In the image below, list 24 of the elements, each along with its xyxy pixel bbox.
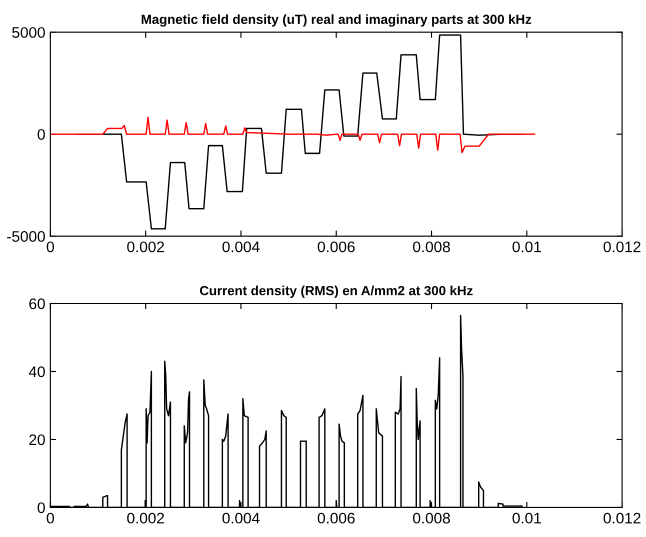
y-tick-label: 40 xyxy=(28,366,45,378)
x-tick-label: 0.01 xyxy=(512,241,541,252)
y-tick-label: 5000 xyxy=(12,27,45,38)
chart-title: Current density (RMS) en A/mm2 at 300 kHz xyxy=(200,286,473,298)
x-tick-label: 0.008 xyxy=(413,241,450,252)
x-tick-label: 0.002 xyxy=(127,241,164,252)
x-tick-label: 0.002 xyxy=(127,512,164,524)
x-tick-label: 0.004 xyxy=(222,512,260,524)
y-tick-label: -5000 xyxy=(7,231,45,242)
x-tick-label: 0.006 xyxy=(318,241,355,252)
x-tick-label: 0 xyxy=(46,512,54,524)
y-tick-label: 0 xyxy=(38,129,45,140)
x-tick-label: 0.012 xyxy=(604,512,640,524)
line-series xyxy=(50,116,536,154)
y-tick-label: 60 xyxy=(29,298,45,310)
chart-title: Magnetic field density (uT) real and imaginary parts at 300 kHz xyxy=(142,14,532,27)
y-tick-label: 20 xyxy=(29,434,45,446)
x-tick-label: 0.012 xyxy=(604,241,640,252)
y-tick-label: 0 xyxy=(38,502,45,514)
x-tick-label: 0.008 xyxy=(413,512,450,524)
x-tick-label: 0 xyxy=(46,241,54,252)
x-tick-label: 0.01 xyxy=(512,512,541,524)
x-tick-label: 0.006 xyxy=(318,512,355,524)
x-tick-label: 0.004 xyxy=(222,241,260,252)
